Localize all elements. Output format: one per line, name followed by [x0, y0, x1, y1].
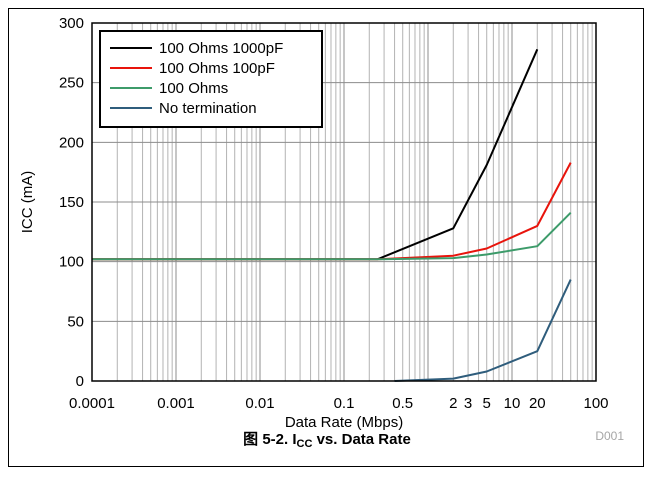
caption-prefix: 图 5-2. I	[243, 431, 297, 448]
x-tick-label: 0.1	[334, 395, 355, 412]
legend-label: No termination	[159, 100, 257, 117]
x-tick-label: 0.0001	[69, 395, 115, 412]
y-tick-label: 250	[59, 75, 84, 92]
plot-border	[91, 22, 597, 382]
series-line	[92, 211, 572, 261]
y-tick-label: 150	[59, 194, 84, 211]
x-tick-label: 0.5	[392, 395, 413, 412]
x-axis-label: Data Rate (Mbps)	[285, 414, 403, 431]
y-tick-label: 0	[76, 373, 84, 390]
y-tick-label: 100	[59, 254, 84, 271]
series-lines	[92, 48, 572, 382]
figure-id: D001	[595, 429, 624, 443]
x-tick-label: 0.01	[245, 395, 274, 412]
tick-labels: 0.0001 0.001 0.01 0.1 0.5 2 3 5 10 20 100 0 50 100 150…	[59, 15, 609, 412]
x-tick-label: 3	[464, 395, 472, 412]
x-tick-label: 0.001	[157, 395, 195, 412]
caption-suffix: vs. Data Rate	[312, 431, 411, 448]
x-tick-label: 100	[583, 395, 608, 412]
y-tick-label: 50	[67, 313, 84, 330]
x-tick-label: 5	[483, 395, 491, 412]
caption-subscript: CC	[296, 438, 313, 450]
figure-caption: 图 5-2. ICC vs. Data Rate	[0, 428, 654, 450]
y-axis-label: ICC (mA)	[19, 171, 36, 234]
legend-label: 100 Ohms 100pF	[159, 60, 275, 77]
y-tick-label: 200	[59, 134, 84, 151]
series-line	[394, 279, 572, 382]
x-tick-label: 20	[529, 395, 546, 412]
legend-label: 100 Ohms	[159, 80, 228, 97]
x-tick-label: 2	[449, 395, 457, 412]
legend: 100 Ohms 1000pF 100 Ohms 100pF 100 Ohms No …	[99, 30, 323, 128]
legend-label: 100 Ohms 1000pF	[159, 40, 283, 57]
y-tick-label: 300	[59, 15, 84, 32]
x-tick-label: 10	[504, 395, 521, 412]
